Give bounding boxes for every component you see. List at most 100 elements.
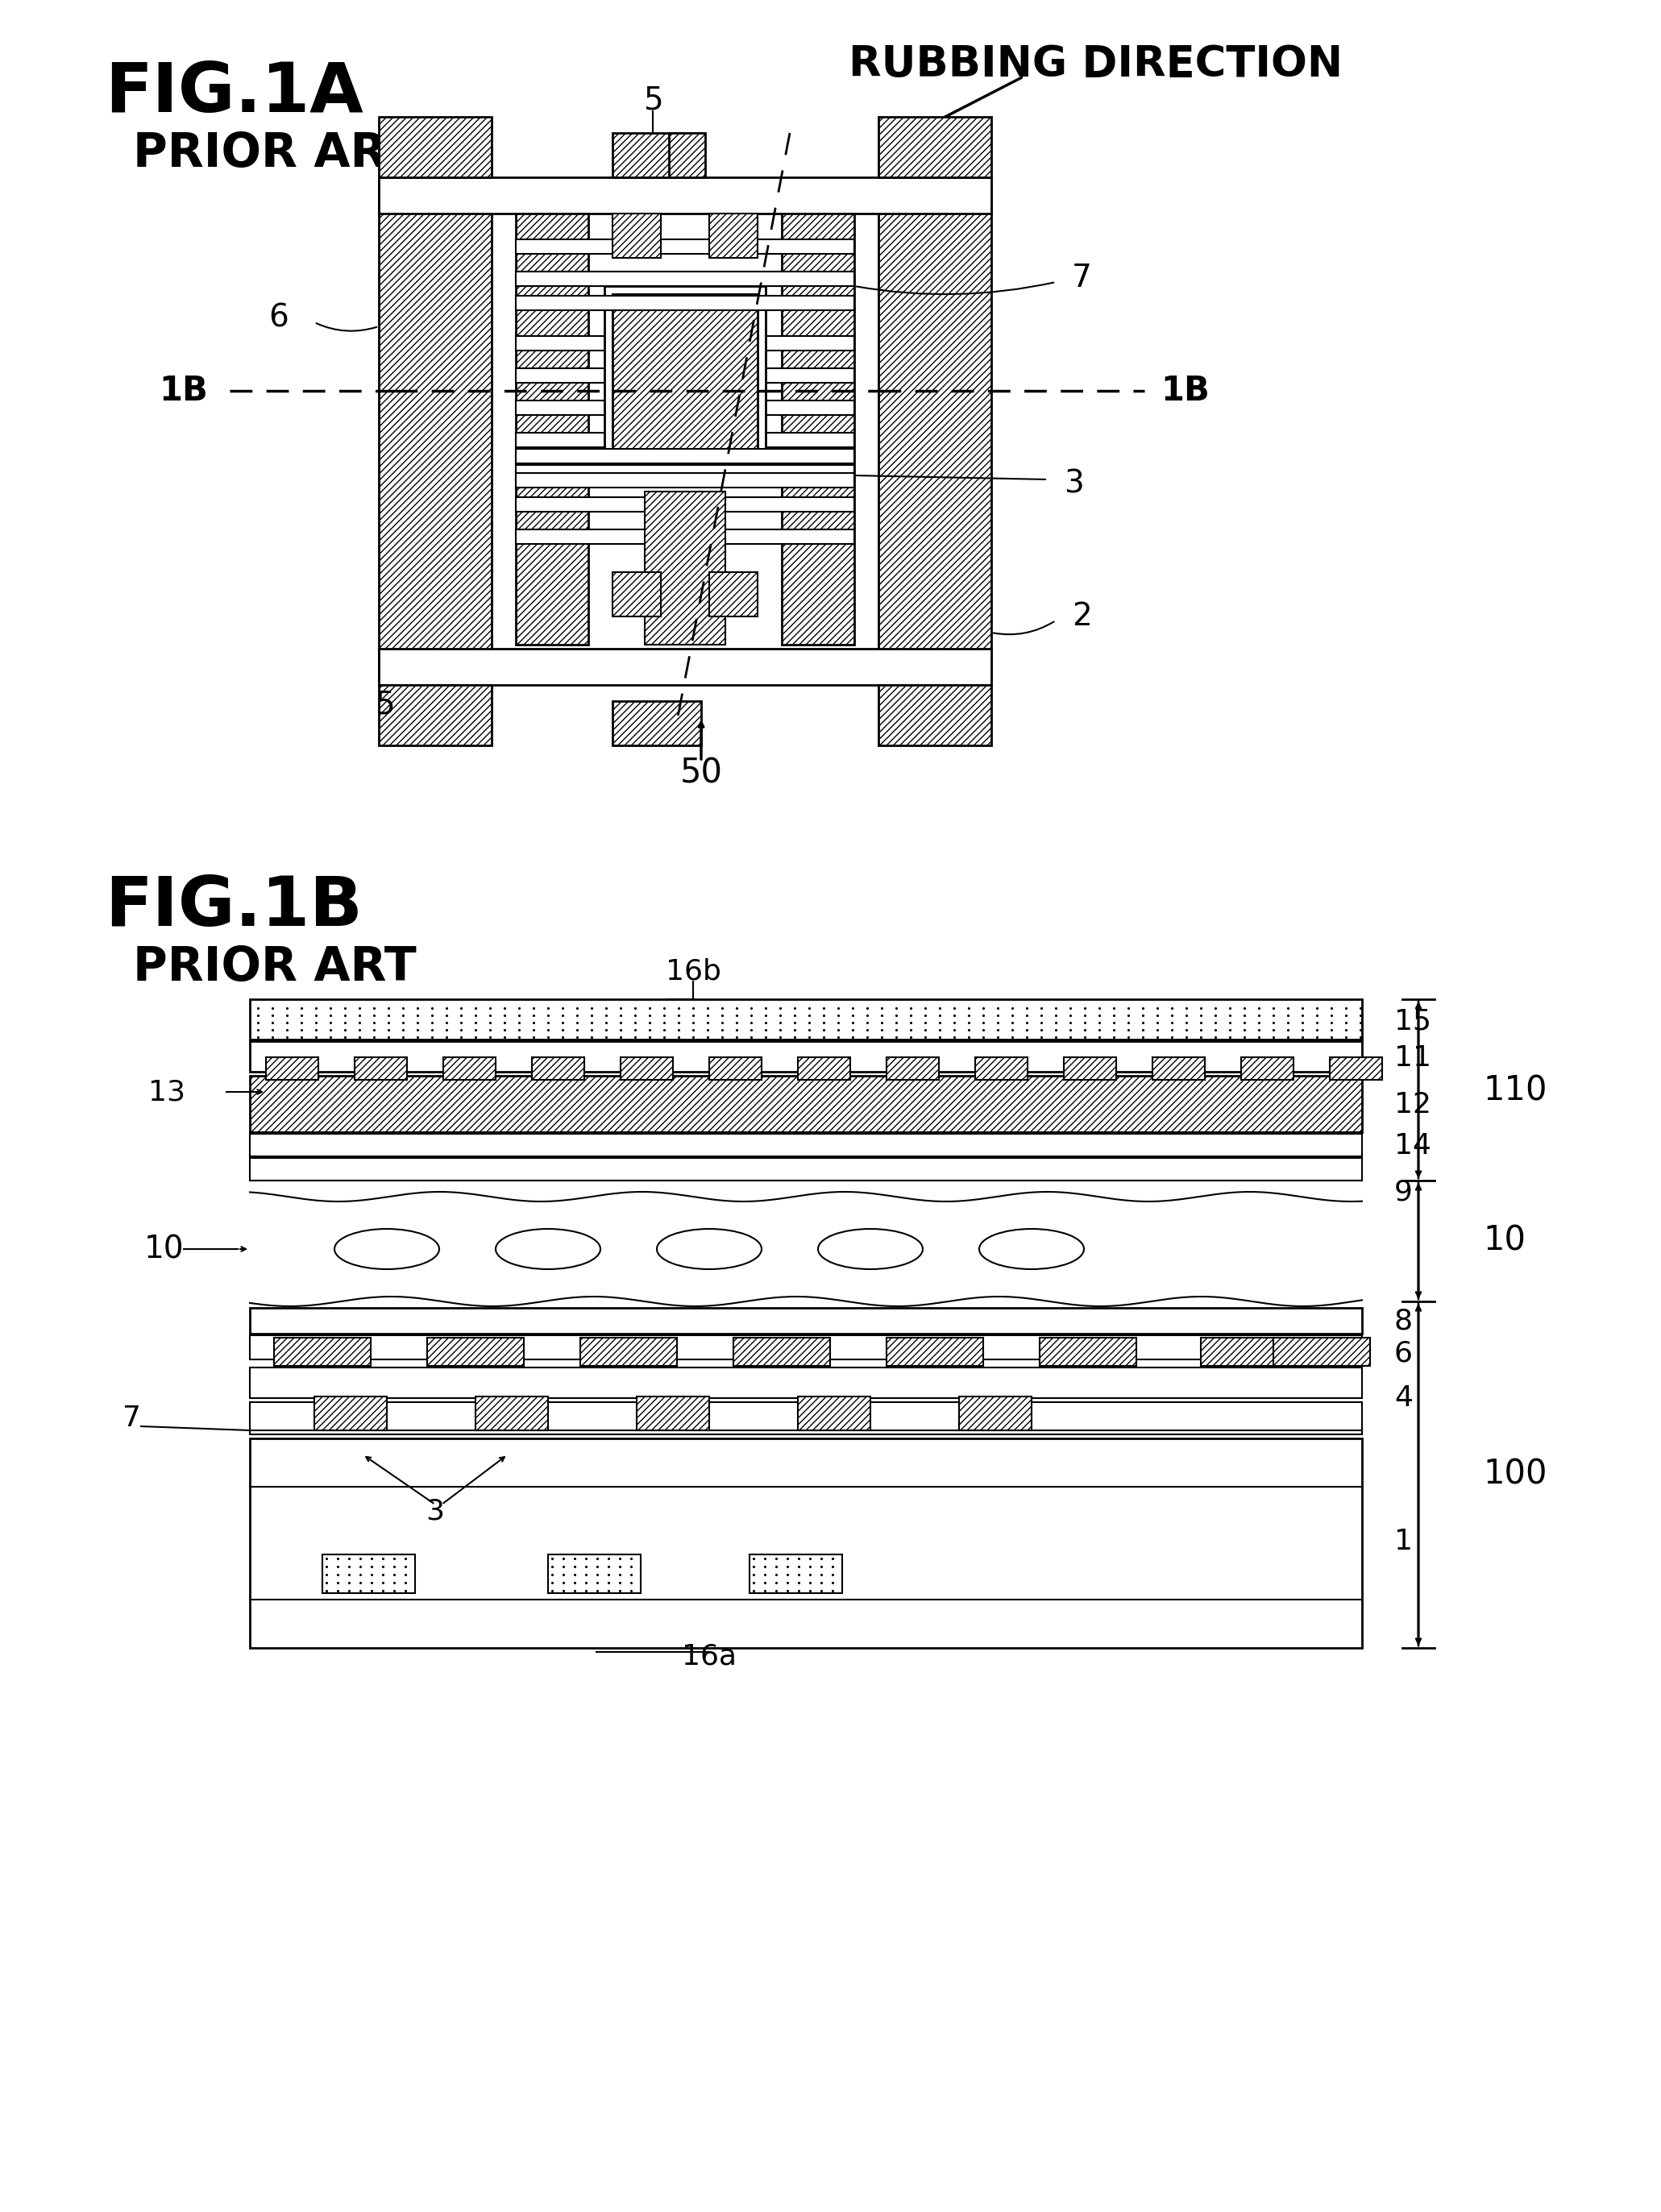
Bar (797, 1396, 870, 1431)
Bar (379, 686, 492, 745)
Bar (517, 272, 854, 285)
Bar (887, 1057, 938, 1079)
Bar (443, 1057, 495, 1079)
Bar (1274, 1338, 1370, 1365)
Ellipse shape (495, 1230, 600, 1270)
Ellipse shape (656, 1230, 762, 1270)
Text: 2: 2 (1071, 602, 1091, 633)
Bar (249, 1135, 1362, 1157)
Bar (879, 117, 992, 177)
Bar (1201, 1338, 1297, 1365)
Bar (517, 473, 854, 487)
Text: 16b: 16b (666, 958, 721, 984)
Text: 100: 100 (1483, 1458, 1546, 1491)
Text: 110: 110 (1483, 1073, 1546, 1108)
Bar (274, 1338, 370, 1365)
Bar (532, 1057, 585, 1079)
Ellipse shape (817, 1230, 924, 1270)
Text: 6: 6 (1394, 1340, 1414, 1367)
Bar (613, 701, 701, 745)
Bar (636, 1396, 709, 1431)
Bar (644, 491, 726, 644)
Text: 6: 6 (269, 303, 289, 334)
Bar (379, 117, 492, 177)
Bar (517, 296, 854, 310)
Bar (580, 1338, 678, 1365)
Bar (975, 1057, 1028, 1079)
Text: 16a: 16a (681, 1641, 736, 1670)
Text: 3: 3 (1063, 469, 1083, 500)
Bar (322, 1555, 415, 1593)
Bar (249, 1042, 1362, 1073)
Bar (379, 177, 992, 215)
Text: 9: 9 (1394, 1179, 1412, 1206)
Text: 4: 4 (1394, 1385, 1414, 1411)
Text: 1B: 1B (159, 374, 208, 407)
Text: 7: 7 (1071, 263, 1091, 294)
Bar (797, 1057, 850, 1079)
Text: 8: 8 (1394, 1307, 1414, 1336)
Bar (749, 1555, 842, 1593)
Text: 15: 15 (1394, 1006, 1432, 1035)
Bar (354, 1057, 407, 1079)
Text: 10: 10 (145, 1234, 184, 1265)
Bar (887, 1338, 983, 1365)
Bar (613, 133, 701, 177)
Bar (879, 181, 992, 681)
Text: 50: 50 (679, 757, 723, 790)
Bar (517, 272, 854, 285)
Bar (621, 1057, 673, 1079)
Bar (314, 1396, 387, 1431)
Bar (517, 465, 854, 480)
Bar (517, 336, 854, 349)
Text: 13: 13 (148, 1077, 186, 1106)
Bar (1040, 1338, 1136, 1365)
Bar (613, 294, 757, 456)
Bar (249, 1336, 1362, 1360)
Bar (613, 294, 757, 456)
Bar (709, 1057, 762, 1079)
Bar (709, 573, 757, 617)
Text: RUBBING DIRECTION: RUBBING DIRECTION (849, 44, 1344, 86)
Bar (249, 1000, 1362, 1040)
Bar (517, 449, 854, 462)
Bar (517, 434, 854, 447)
Bar (249, 1307, 1362, 1334)
Text: 11: 11 (1394, 1044, 1432, 1073)
Text: 12: 12 (1394, 1091, 1432, 1119)
Bar (709, 215, 757, 259)
Bar (517, 367, 854, 383)
Bar (427, 1338, 523, 1365)
Bar (379, 181, 492, 681)
Bar (517, 215, 588, 644)
Text: 5: 5 (643, 86, 663, 115)
Bar (266, 1057, 319, 1079)
Ellipse shape (980, 1230, 1085, 1270)
Bar (548, 1555, 641, 1593)
Bar (958, 1396, 1031, 1431)
Bar (249, 1402, 1362, 1433)
Bar (734, 1338, 830, 1365)
Text: 10: 10 (1483, 1223, 1525, 1259)
Text: 3: 3 (425, 1498, 445, 1524)
Bar (1241, 1057, 1294, 1079)
Bar (249, 1438, 1362, 1648)
Bar (249, 1157, 1362, 1181)
Bar (1153, 1057, 1204, 1079)
Text: 14: 14 (1394, 1133, 1432, 1159)
Bar (1330, 1057, 1382, 1079)
Bar (249, 1367, 1362, 1398)
Bar (782, 215, 854, 644)
Text: PRIOR ART: PRIOR ART (133, 945, 417, 991)
Bar (1063, 1057, 1116, 1079)
Bar (613, 215, 661, 259)
Bar (879, 686, 992, 745)
Bar (249, 1075, 1362, 1133)
Text: FIG.1A: FIG.1A (105, 60, 364, 126)
Ellipse shape (334, 1230, 439, 1270)
Bar (475, 1396, 548, 1431)
Bar (605, 285, 766, 462)
Text: 1B: 1B (1161, 374, 1209, 407)
Text: 5: 5 (375, 690, 395, 721)
Text: PRIOR ART: PRIOR ART (133, 131, 417, 177)
